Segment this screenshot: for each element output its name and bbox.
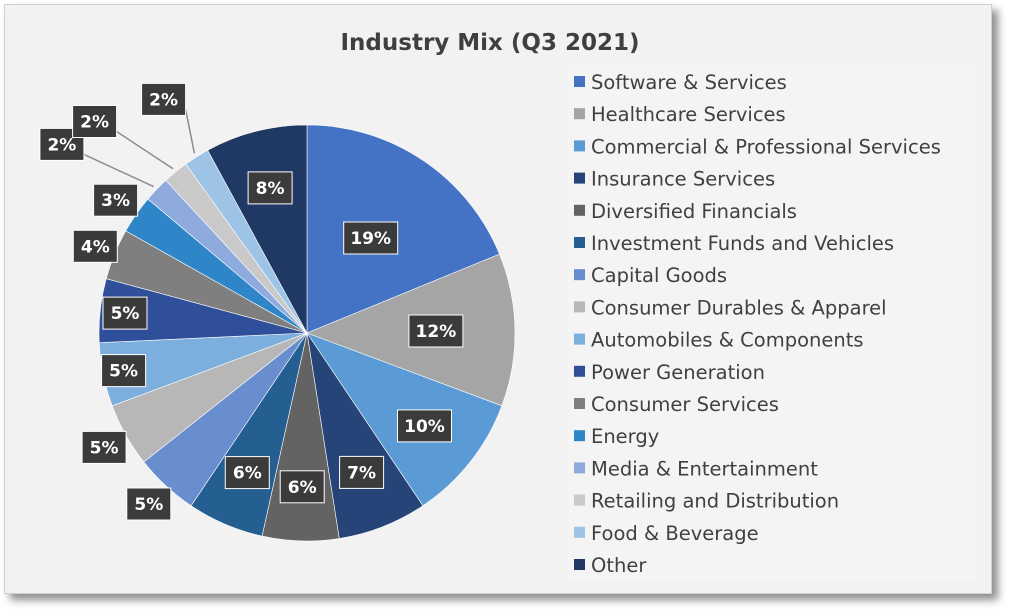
data-label-retailing-and-distribution: 2% [80,113,109,133]
legend-label-capital-goods: Capital Goods [591,264,727,287]
data-label-capital-goods: 5% [134,495,163,515]
legend-label-automobiles-components: Automobiles & Components [591,329,864,352]
legend-label-commercial-professional-services: Commercial & Professional Services [591,135,941,158]
data-label-box-automobiles-components [101,354,147,388]
data-labels: 19%12%10%7%6%6%5%5%5%5%4%3%2%2%2%8% [39,82,464,521]
legend-swatch-healthcare-services [574,108,585,120]
legend-label-power-generation: Power Generation [591,361,765,384]
data-label-investment-funds-and-vehicles: 6% [233,464,262,484]
data-label-box-energy [93,183,139,217]
data-label-box-healthcare-services [408,314,464,348]
data-label-box-commercial-professional-services [397,409,452,443]
legend-label-consumer-durables-apparel: Consumer Durables & Apparel [591,296,887,319]
data-label-energy: 3% [101,191,130,211]
legend-swatch-diversified-financials [574,204,585,216]
data-label-box-investment-funds-and-vehicles [224,456,270,490]
data-label-healthcare-services: 12% [416,322,457,342]
data-label-commercial-professional-services: 10% [404,417,445,437]
legend-label-healthcare-services: Healthcare Services [591,103,786,126]
data-label-automobiles-components: 5% [109,362,138,382]
data-label-box-food-beverage [141,82,187,116]
legend-label-other: Other [591,554,647,577]
data-label-consumer-durables-apparel: 5% [90,438,119,458]
legend-swatch-investment-funds-and-vehicles [574,237,585,248]
legend-label-diversified-financials: Diversified Financials [591,200,797,223]
data-label-box-retailing-and-distribution [72,105,118,138]
legend-swatch-consumer-services [574,398,585,409]
legend-label-investment-funds-and-vehicles: Investment Funds and Vehicles [591,232,894,255]
legend-label-insurance-services: Insurance Services [591,168,775,191]
legend-background [566,66,978,580]
legend-swatch-consumer-durables-apparel [574,301,585,313]
legend-label-consumer-services: Consumer Services [591,393,779,416]
legend-label-media-entertainment: Media & Entertainment [591,457,818,480]
data-label-box-consumer-durables-apparel [81,430,127,464]
legend-swatch-commercial-professional-services [574,140,585,152]
data-label-box-consumer-services [72,229,118,263]
legend-label-food-beverage: Food & Beverage [591,522,759,545]
data-label-consumer-services: 4% [81,237,110,257]
data-label-box-insurance-services [339,455,385,489]
legend-swatch-insurance-services [574,172,585,184]
data-label-other: 8% [256,179,285,199]
data-label-diversified-financials: 6% [288,478,317,498]
legend-swatch-other [574,559,585,570]
legend-label-retailing-and-distribution: Retailing and Distribution [591,490,839,513]
legend-swatch-energy [574,430,585,442]
data-label-power-generation: 5% [111,304,140,324]
data-label-box-diversified-financials [279,470,325,504]
chart-title: Industry Mix (Q3 2021) [340,30,639,56]
data-label-box-software-services [343,221,399,255]
data-label-box-power-generation [102,296,148,330]
legend-swatch-food-beverage [574,526,585,538]
legend-label-energy: Energy [591,425,659,448]
legend-label-software-services: Software & Services [591,71,787,94]
data-label-media-entertainment: 2% [47,135,76,155]
leader-line-media-entertainment [81,144,154,188]
legend: Software & Services Healthcare Services Co… [574,71,941,577]
legend-swatch-automobiles-components [574,333,585,345]
legend-swatch-power-generation [574,365,585,377]
legend-swatch-media-entertainment [574,462,585,474]
legend-swatch-retailing-and-distribution [574,494,585,506]
data-label-box-capital-goods [126,487,172,521]
data-label-insurance-services: 7% [347,463,376,483]
pie-slice-software-services [306,124,500,334]
legend-swatch-capital-goods [574,269,585,281]
legend-swatch-software-services [574,76,585,87]
data-label-food-beverage: 2% [149,90,178,110]
data-label-box-other [247,171,293,205]
leader-line-retailing-and-distribution [113,121,174,170]
data-label-software-services: 19% [350,229,391,249]
